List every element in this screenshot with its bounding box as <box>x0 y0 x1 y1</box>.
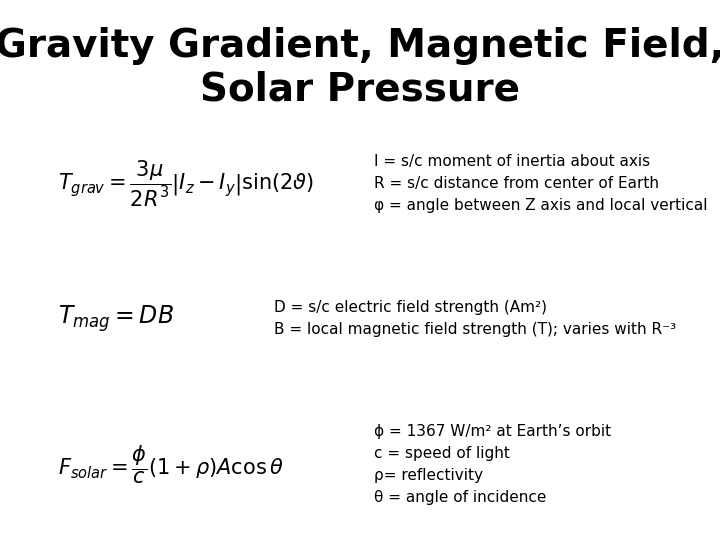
Text: $F_{solar} = \dfrac{\phi}{c}(1+\rho)A\cos\theta$: $F_{solar} = \dfrac{\phi}{c}(1+\rho)A\co… <box>58 443 284 485</box>
Text: D = s/c electric field strength (Am²)
B = local magnetic field strength (T); var: D = s/c electric field strength (Am²) B … <box>274 300 676 337</box>
Text: Gravity Gradient, Magnetic Field,: Gravity Gradient, Magnetic Field, <box>0 27 720 65</box>
Text: $T_{mag} = DB$: $T_{mag} = DB$ <box>58 303 174 334</box>
Text: $T_{grav} = \dfrac{3\mu}{2R^3}\left|I_z - I_y\right|\sin(2\vartheta)$: $T_{grav} = \dfrac{3\mu}{2R^3}\left|I_z … <box>58 159 314 208</box>
Text: I = s/c moment of inertia about axis
R = s/c distance from center of Earth
φ = a: I = s/c moment of inertia about axis R =… <box>374 154 708 213</box>
Text: Solar Pressure: Solar Pressure <box>200 70 520 108</box>
Text: ϕ = 1367 W/m² at Earth’s orbit
c = speed of light
ρ= reflectivity
θ = angle of i: ϕ = 1367 W/m² at Earth’s orbit c = speed… <box>374 423 611 505</box>
